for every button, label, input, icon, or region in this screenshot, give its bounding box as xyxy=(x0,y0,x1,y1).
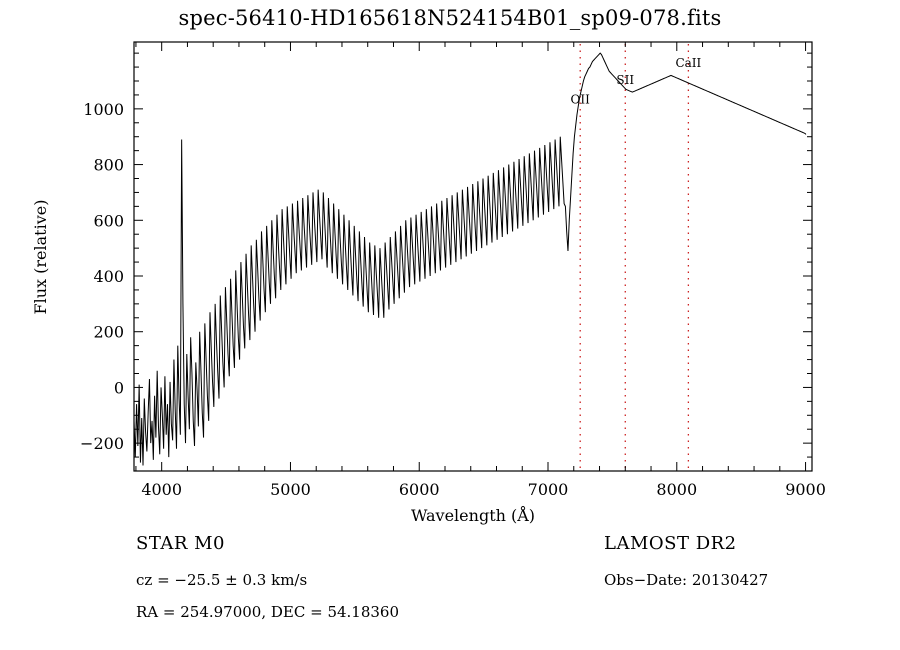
spectral-line-markers: OII SII CaII xyxy=(571,44,702,470)
y-axis-title: Flux (relative) xyxy=(31,200,50,315)
plot-frame xyxy=(133,41,813,472)
x-tick-label: 4000 xyxy=(141,480,182,499)
y-tick-label: 600 xyxy=(93,211,124,230)
y-tick-label: 400 xyxy=(93,267,124,286)
coordinates-label: RA = 254.97000, DEC = 54.18360 xyxy=(136,603,400,621)
flux-polyline xyxy=(134,52,807,466)
y-tick-label: 0 xyxy=(114,378,124,397)
axis-tick-labels: 4000 5000 6000 7000 8000 9000 −200 0 200 400 600 80… xyxy=(80,100,826,499)
object-class-label: STAR M0 xyxy=(136,533,226,554)
x-tick-label: 5000 xyxy=(270,480,311,499)
x-tick-label: 8000 xyxy=(656,480,697,499)
y-tick-label: 800 xyxy=(93,156,124,175)
x-tick-label: 6000 xyxy=(399,480,440,499)
survey-label: LAMOST DR2 xyxy=(604,533,737,554)
x-axis-title: Wavelength (Å) xyxy=(411,505,535,525)
axis-ticks xyxy=(134,42,812,472)
spectral-line-label: CaII xyxy=(675,56,701,70)
x-tick-label: 7000 xyxy=(528,480,569,499)
spectral-line-label: SII xyxy=(616,73,634,87)
plot-border xyxy=(133,41,813,472)
x-tick-label: 9000 xyxy=(785,480,826,499)
obs-date-label: Obs−Date: 20130427 xyxy=(604,571,769,589)
y-tick-label: 1000 xyxy=(83,100,124,119)
spectrum-trace xyxy=(134,52,807,466)
radial-velocity-label: cz = −25.5 ± 0.3 km/s xyxy=(136,571,308,589)
y-tick-label: 200 xyxy=(93,323,124,342)
spectral-line-label: OII xyxy=(571,92,591,106)
y-tick-label: −200 xyxy=(80,434,124,453)
page-title: spec-56410-HD165618N524154B01_sp09-078.f… xyxy=(178,6,722,30)
